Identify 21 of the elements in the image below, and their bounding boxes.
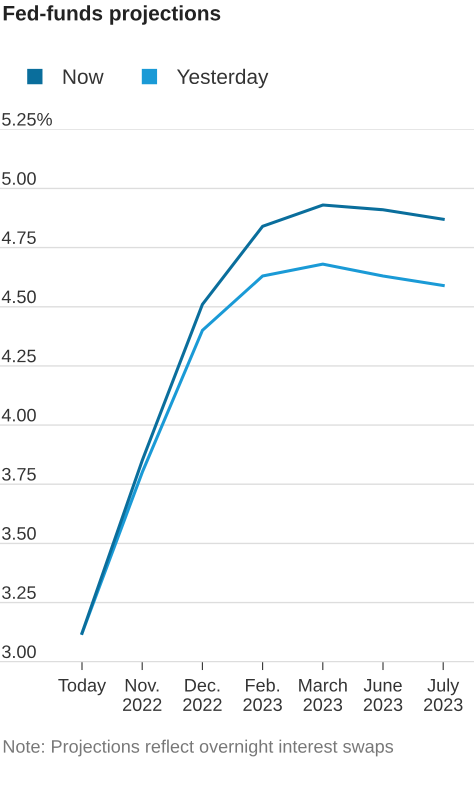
x-tick-label: Today <box>58 678 106 696</box>
x-tick-label: March 2023 <box>299 678 347 712</box>
y-tick-label: 3.50 <box>2 527 36 540</box>
x-tick-label: July 2023 <box>424 678 462 712</box>
chart-title: Fed-funds projections <box>4 5 220 25</box>
text: Note: Projections reflect overnight interest swaps <box>4 740 394 756</box>
legend-label: Yesterday <box>176 68 268 88</box>
y-tick-label: 4.75 <box>2 231 36 244</box>
y-tick-label: 3.00 <box>2 645 36 658</box>
y-tick-label: 5.00 <box>2 172 36 185</box>
y-tick-label: 4.50 <box>2 290 36 304</box>
x-tick-label: Nov. 2022 <box>123 679 162 712</box>
y-tick-label: 4.25 <box>2 350 36 362</box>
legend-label: Now <box>64 70 104 84</box>
y-tick-label: 4.00 <box>2 408 36 422</box>
x-tick-label: Feb. 2023 <box>243 678 282 712</box>
y-tick-label: 5.25% <box>2 112 52 126</box>
y-tick-label: 3.75 <box>2 468 36 481</box>
x-tick-label: June 2023 <box>364 679 402 712</box>
x-tick-label: Dec. 2022 <box>183 679 222 712</box>
y-tick-label: 3.25 <box>2 586 36 599</box>
